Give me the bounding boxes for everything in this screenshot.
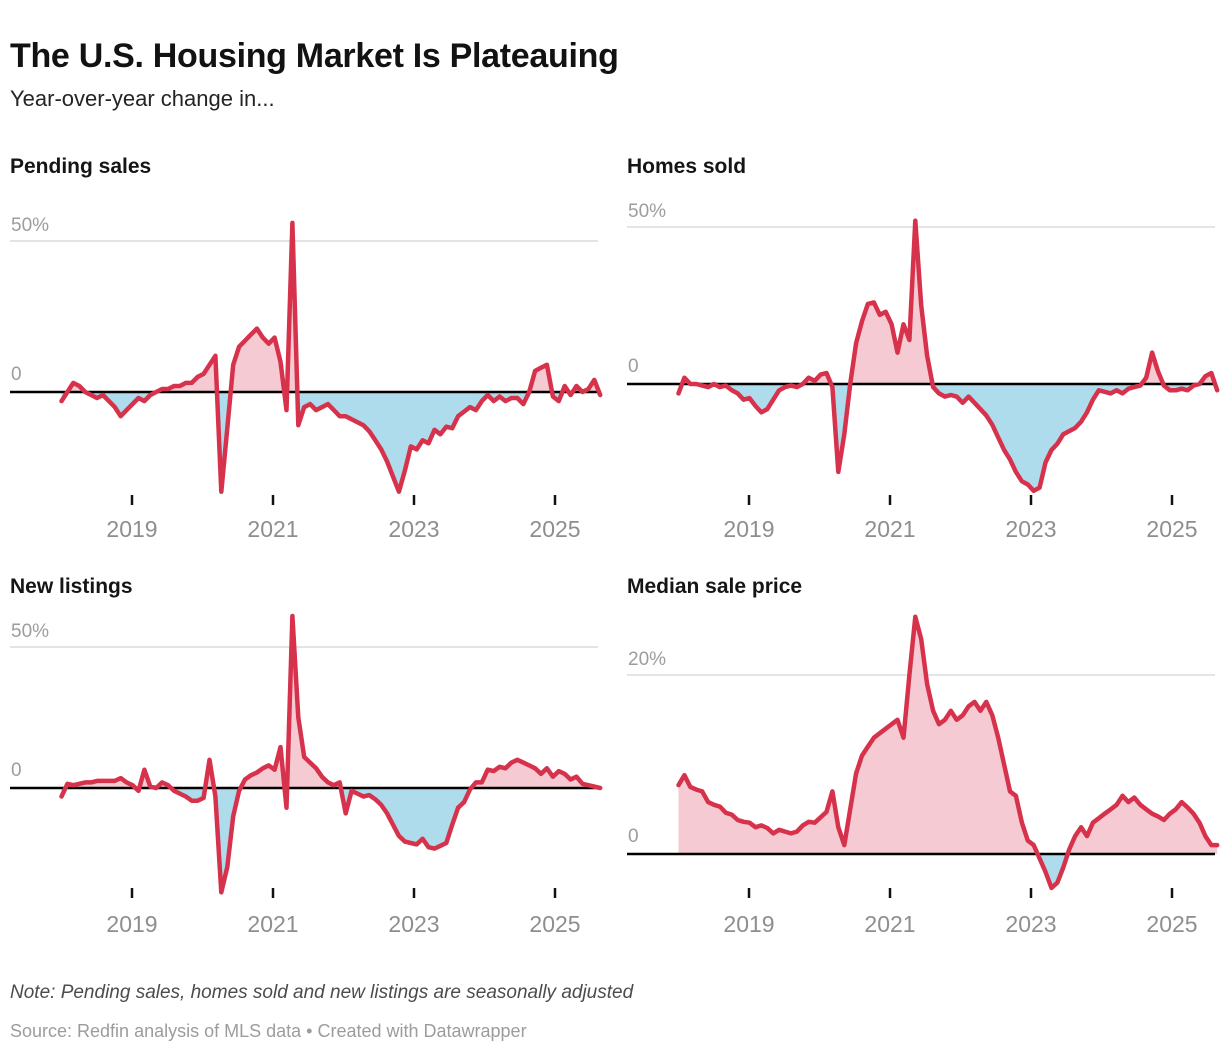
panel-title-new-listings: New listings <box>10 575 133 598</box>
chart-panel-0: 50% 0 2019 2021 2023 2025 <box>10 215 603 542</box>
area-negative <box>678 384 1218 491</box>
y-axis-zero-label: 0 <box>11 364 22 385</box>
y-axis-zero-label: 0 <box>628 826 639 847</box>
panel-title-median-sale-price: Median sale price <box>627 575 803 598</box>
y-axis-grid-label: 50% <box>628 201 666 222</box>
x-axis-year-label: 2021 <box>247 911 298 937</box>
y-axis-grid-label: 50% <box>11 621 49 642</box>
data-line <box>59 613 603 895</box>
x-axis-year-label: 2023 <box>388 516 439 542</box>
chart-panel-3: 20% 0 2019 2021 2023 2025 <box>627 614 1220 937</box>
area-positive <box>678 220 1218 384</box>
data-line <box>59 220 603 494</box>
x-axis-year-label: 2023 <box>388 911 439 937</box>
x-axis-year-label: 2025 <box>1146 516 1197 542</box>
area-positive <box>61 616 601 788</box>
chart-panel-1: 50% 0 2019 2021 2023 2025 <box>627 201 1220 542</box>
page-title: The U.S. Housing Market Is Plateauing <box>10 36 619 75</box>
y-axis-zero-label: 0 <box>11 760 22 781</box>
data-line <box>676 218 1220 494</box>
x-axis-year-label: 2021 <box>864 516 915 542</box>
page-subtitle: Year-over-year change in... <box>10 86 275 111</box>
y-axis-zero-label: 0 <box>628 356 639 377</box>
x-axis-year-label: 2021 <box>247 516 298 542</box>
x-axis-year-label: 2019 <box>106 516 157 542</box>
data-line <box>676 614 1220 891</box>
x-axis-year-label: 2019 <box>723 516 774 542</box>
x-axis-year-label: 2019 <box>106 911 157 937</box>
x-axis-year-label: 2019 <box>723 911 774 937</box>
panel-title-pending-sales: Pending sales <box>10 155 152 178</box>
area-negative <box>61 392 601 492</box>
x-axis-year-label: 2025 <box>1146 911 1197 937</box>
x-axis-year-label: 2021 <box>864 911 915 937</box>
x-axis-year-label: 2025 <box>529 516 580 542</box>
y-axis-grid-label: 50% <box>11 215 49 236</box>
x-axis-year-label: 2025 <box>529 911 580 937</box>
area-positive <box>61 222 601 392</box>
chart-note: Note: Pending sales, homes sold and new … <box>10 982 634 1003</box>
x-axis-year-label: 2023 <box>1005 911 1056 937</box>
chart-source: Source: Redfin analysis of MLS data • Cr… <box>10 1021 527 1041</box>
chart-panel-2: 50% 0 2019 2021 2023 2025 <box>10 613 603 937</box>
y-axis-grid-label: 20% <box>628 649 666 670</box>
x-axis-year-label: 2023 <box>1005 516 1056 542</box>
area-negative <box>61 788 601 893</box>
panel-title-homes-sold: Homes sold <box>627 155 747 178</box>
area-positive <box>678 616 1218 854</box>
